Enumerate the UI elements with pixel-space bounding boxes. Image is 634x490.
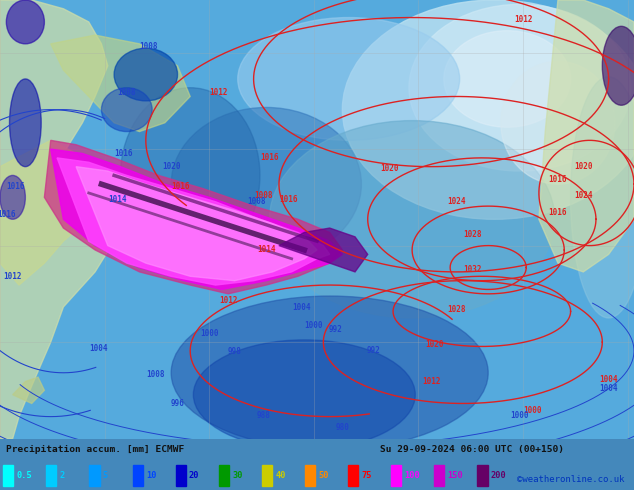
Text: 1024: 1024: [574, 191, 593, 199]
Ellipse shape: [114, 48, 178, 101]
Polygon shape: [0, 0, 114, 439]
Polygon shape: [44, 140, 342, 294]
Bar: [46, 466, 56, 486]
Text: 0.5: 0.5: [16, 471, 32, 480]
Ellipse shape: [444, 31, 571, 127]
Text: ©weatheronline.co.uk: ©weatheronline.co.uk: [517, 475, 624, 484]
Text: 1016: 1016: [548, 208, 567, 217]
Text: 1020: 1020: [574, 162, 593, 171]
Bar: [305, 466, 315, 486]
Text: 1016: 1016: [0, 210, 16, 220]
Bar: [477, 466, 488, 486]
Text: 1020: 1020: [425, 340, 444, 349]
Ellipse shape: [101, 88, 152, 132]
Ellipse shape: [342, 0, 634, 220]
Text: 1028: 1028: [463, 230, 482, 239]
Polygon shape: [57, 158, 330, 285]
Text: 1000: 1000: [304, 321, 323, 330]
Text: 1012: 1012: [3, 272, 22, 281]
Text: 1020: 1020: [162, 162, 181, 171]
Text: 1000: 1000: [523, 406, 542, 415]
Text: 980: 980: [335, 423, 349, 432]
Text: 1008: 1008: [117, 88, 136, 97]
Bar: [391, 466, 401, 486]
Bar: [219, 466, 229, 486]
Polygon shape: [13, 377, 44, 403]
Bar: [3, 466, 13, 486]
Ellipse shape: [6, 0, 44, 44]
Text: 1014: 1014: [108, 195, 127, 204]
Ellipse shape: [501, 61, 615, 184]
Polygon shape: [76, 167, 317, 281]
Text: 1024: 1024: [447, 197, 466, 206]
Text: 1016: 1016: [6, 182, 25, 191]
Ellipse shape: [571, 77, 634, 318]
Ellipse shape: [171, 107, 361, 261]
Text: 1016: 1016: [114, 149, 133, 158]
Text: 1004: 1004: [599, 384, 618, 392]
Polygon shape: [539, 0, 634, 272]
Text: 998: 998: [228, 347, 242, 356]
Text: 200: 200: [491, 471, 507, 480]
Text: 1008: 1008: [146, 370, 165, 379]
Text: 100: 100: [404, 471, 420, 480]
Text: 1008: 1008: [254, 191, 273, 199]
Text: 2: 2: [60, 471, 65, 480]
Text: 5: 5: [103, 471, 108, 480]
Text: 1008: 1008: [247, 197, 266, 206]
Bar: [262, 466, 272, 486]
Text: 20: 20: [189, 471, 200, 480]
Ellipse shape: [10, 79, 41, 167]
Text: 1004: 1004: [292, 303, 311, 312]
Text: 40: 40: [275, 471, 286, 480]
Ellipse shape: [238, 18, 460, 140]
Bar: [133, 466, 143, 486]
Text: 992: 992: [329, 325, 343, 334]
Text: 1014: 1014: [257, 245, 276, 254]
Ellipse shape: [409, 4, 631, 171]
Text: 1008: 1008: [139, 42, 158, 50]
Text: 1000: 1000: [510, 411, 529, 420]
Text: 1016: 1016: [548, 175, 567, 184]
Ellipse shape: [193, 340, 415, 449]
Text: 1016: 1016: [279, 195, 298, 204]
Bar: [434, 466, 444, 486]
Ellipse shape: [602, 26, 634, 105]
Text: 1012: 1012: [422, 377, 441, 386]
Text: 1000: 1000: [200, 329, 219, 338]
Polygon shape: [0, 140, 95, 285]
Text: 10: 10: [146, 471, 157, 480]
Text: 1016: 1016: [171, 182, 190, 191]
Text: 1012: 1012: [219, 296, 238, 305]
Text: 988: 988: [256, 411, 270, 420]
Text: 50: 50: [318, 471, 329, 480]
Text: 1028: 1028: [447, 305, 466, 314]
Text: 1012: 1012: [514, 15, 533, 24]
Bar: [176, 466, 186, 486]
Polygon shape: [279, 228, 368, 272]
Text: Su 29-09-2024 06:00 UTC (00+150): Su 29-09-2024 06:00 UTC (00+150): [380, 445, 564, 454]
Text: 996: 996: [171, 399, 184, 408]
Polygon shape: [51, 149, 342, 290]
Bar: [348, 466, 358, 486]
Ellipse shape: [120, 88, 260, 263]
Bar: [89, 466, 100, 486]
Text: 30: 30: [232, 471, 243, 480]
Text: 75: 75: [361, 471, 372, 480]
Text: 1020: 1020: [380, 164, 399, 173]
Text: Precipitation accum. [mm] ECMWF: Precipitation accum. [mm] ECMWF: [6, 445, 184, 454]
Text: 1032: 1032: [463, 265, 482, 274]
Ellipse shape: [0, 175, 25, 220]
Text: 992: 992: [367, 346, 381, 355]
Text: 1012: 1012: [209, 88, 228, 97]
Text: 1004: 1004: [89, 344, 108, 353]
Ellipse shape: [269, 121, 555, 318]
Text: 1016: 1016: [260, 153, 279, 162]
Text: 150: 150: [448, 471, 463, 480]
Ellipse shape: [171, 296, 488, 449]
Text: 1004: 1004: [599, 375, 618, 384]
Polygon shape: [51, 35, 190, 132]
